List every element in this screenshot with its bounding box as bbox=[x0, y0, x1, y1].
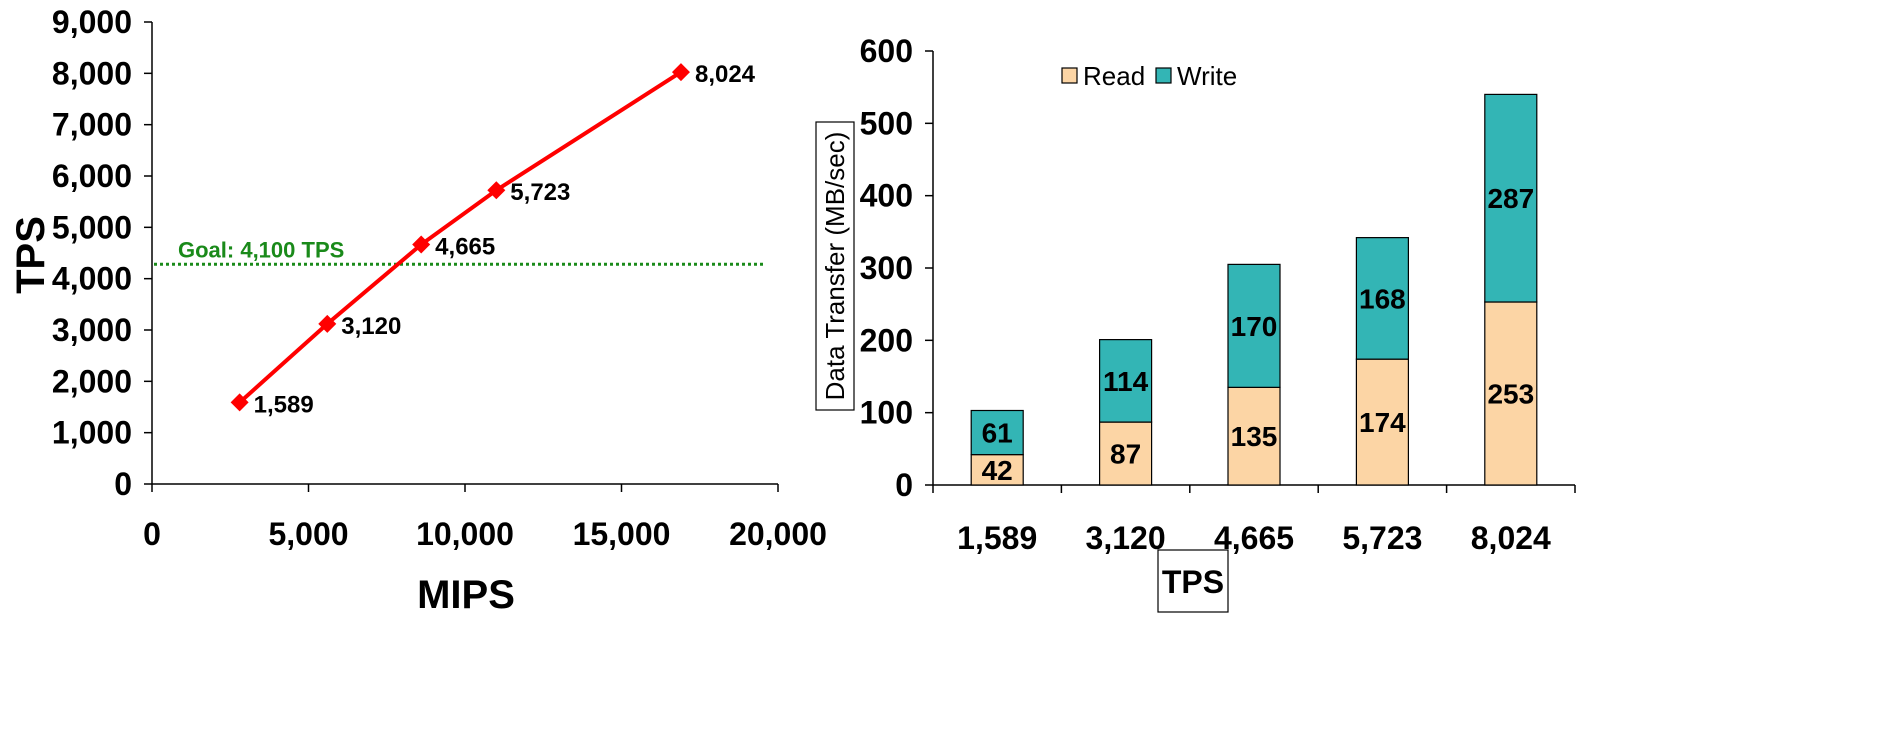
right-x-tick-label: 3,120 bbox=[1086, 520, 1166, 556]
left-x-ticks: 0 5,000 10,000 15,000 20,000 bbox=[143, 484, 827, 552]
right-y-tick-label: 600 bbox=[860, 33, 913, 69]
bar-value-label: 174 bbox=[1359, 407, 1406, 438]
right-y-tick-label: 300 bbox=[860, 250, 913, 286]
right-x-tick-label: 8,024 bbox=[1471, 520, 1551, 556]
bar-value-label: 168 bbox=[1359, 283, 1406, 314]
right-bars: 42 61 87 114 135 170 174 168 253 287 bbox=[971, 94, 1537, 485]
bar-value-label: 170 bbox=[1231, 311, 1278, 342]
bar-value-label: 253 bbox=[1487, 378, 1534, 409]
right-x-tick-label: 5,723 bbox=[1342, 520, 1422, 556]
right-x-tick-label: 1,589 bbox=[957, 520, 1037, 556]
bar-value-label: 287 bbox=[1487, 183, 1534, 214]
tps-vs-mips-chart: 0 1,000 2,000 3,000 4,000 5,000 6,000 7,000 8,00… bbox=[9, 4, 827, 617]
bar-value-label: 87 bbox=[1110, 439, 1141, 470]
bar-value-label: 114 bbox=[1103, 366, 1149, 397]
left-y-tick-label: 5,000 bbox=[52, 209, 132, 245]
left-y-tick-label: 0 bbox=[114, 466, 132, 502]
legend-swatch-write bbox=[1156, 68, 1171, 83]
right-y-ticks: 0 100 200 300 400 500 600 bbox=[860, 33, 933, 503]
left-y-tick-label: 4,000 bbox=[52, 261, 132, 297]
bar-value-label: 135 bbox=[1231, 421, 1278, 452]
legend: Read Write bbox=[1062, 61, 1237, 91]
data-point-label: 3,120 bbox=[341, 313, 401, 340]
left-y-tick-label: 6,000 bbox=[52, 158, 132, 194]
left-y-axis-title: TPS bbox=[9, 216, 53, 294]
legend-label-write: Write bbox=[1177, 61, 1237, 91]
legend-swatch-read bbox=[1062, 68, 1077, 83]
legend-label-read: Read bbox=[1083, 61, 1145, 91]
data-point-label: 5,723 bbox=[510, 179, 570, 206]
goal-label: Goal: 4,100 TPS bbox=[178, 237, 344, 262]
right-y-tick-label: 0 bbox=[895, 467, 913, 503]
left-x-tick-label: 15,000 bbox=[573, 516, 671, 552]
left-x-tick-label: 5,000 bbox=[268, 516, 348, 552]
left-y-tick-label: 1,000 bbox=[52, 415, 132, 451]
right-y-axis-title: Data Transfer (MB/sec) bbox=[820, 132, 850, 401]
right-x-ticks: 1,589 3,120 4,665 5,723 8,024 bbox=[933, 485, 1575, 556]
bar-value-label: 61 bbox=[982, 418, 1013, 449]
left-y-tick-label: 8,000 bbox=[52, 55, 132, 91]
right-y-tick-label: 200 bbox=[860, 322, 913, 358]
right-x-axis-title: TPS bbox=[1162, 564, 1224, 600]
left-y-tick-label: 7,000 bbox=[52, 107, 132, 143]
data-point-label: 1,589 bbox=[254, 391, 314, 418]
left-x-tick-label: 10,000 bbox=[416, 516, 514, 552]
left-x-tick-label: 0 bbox=[143, 516, 161, 552]
bar-value-label: 42 bbox=[982, 455, 1013, 486]
right-y-axis-title-group: Data Transfer (MB/sec) bbox=[816, 122, 854, 410]
right-y-tick-label: 500 bbox=[860, 105, 913, 141]
left-y-ticks: 0 1,000 2,000 3,000 4,000 5,000 6,000 7,000 8,00… bbox=[52, 4, 152, 502]
right-y-tick-label: 100 bbox=[860, 395, 913, 431]
left-y-tick-label: 9,000 bbox=[52, 4, 132, 40]
data-point-label: 4,665 bbox=[435, 234, 495, 261]
right-y-tick-label: 400 bbox=[860, 178, 913, 214]
data-point-label: 8,024 bbox=[695, 61, 756, 88]
left-x-tick-label: 20,000 bbox=[729, 516, 827, 552]
data-transfer-chart: 0 100 200 300 400 500 600 42 61 87 114 135 170 174 16… bbox=[816, 33, 1575, 612]
right-x-axis-title-group: TPS bbox=[1158, 550, 1228, 612]
left-y-tick-label: 2,000 bbox=[52, 363, 132, 399]
left-y-tick-label: 3,000 bbox=[52, 312, 132, 348]
left-x-axis-title: MIPS bbox=[417, 573, 515, 617]
